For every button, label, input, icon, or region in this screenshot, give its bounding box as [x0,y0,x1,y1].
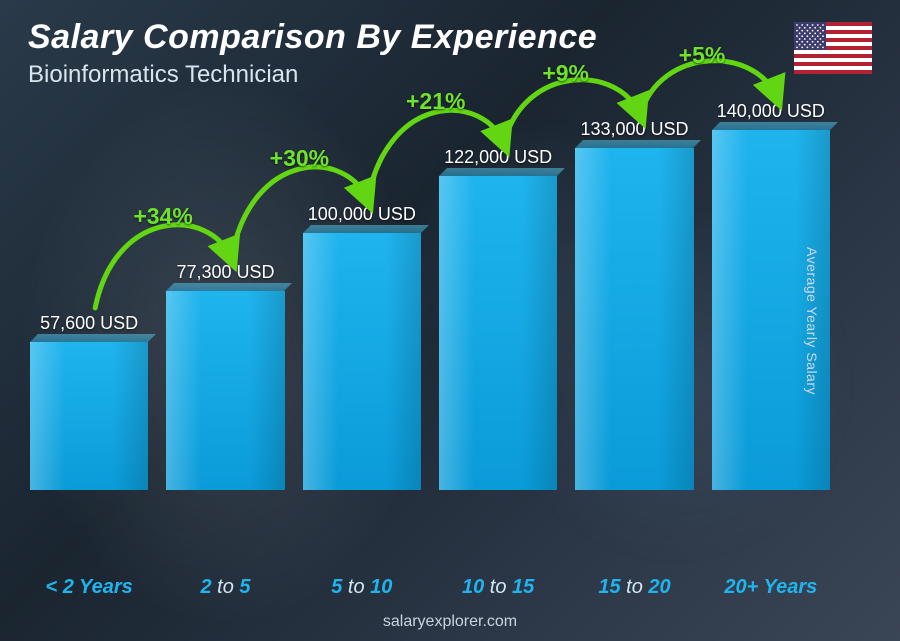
x-label: 20+ Years [712,576,830,599]
x-label: 2 to 5 [166,576,284,599]
x-label: 10 to 15 [439,576,557,599]
y-axis-label: Average Yearly Salary [804,247,820,395]
footer-credit: salaryexplorer.com [0,613,900,631]
arcs-overlay [30,0,830,490]
x-axis-labels: < 2 Years 2 to 5 5 to 10 10 to 15 15 to 20 20… [30,576,830,599]
x-label: 15 to 20 [575,576,693,599]
increase-label: +30% [270,145,329,172]
x-label: 5 to 10 [303,576,421,599]
x-label: < 2 Years [30,576,148,599]
increase-label: +5% [679,42,726,69]
bar-chart: 57,600 USD77,300 USD100,000 USD122,000 U… [30,130,830,490]
increase-label: +9% [542,60,589,87]
increase-label: +21% [406,88,465,115]
increase-label: +34% [133,203,192,230]
